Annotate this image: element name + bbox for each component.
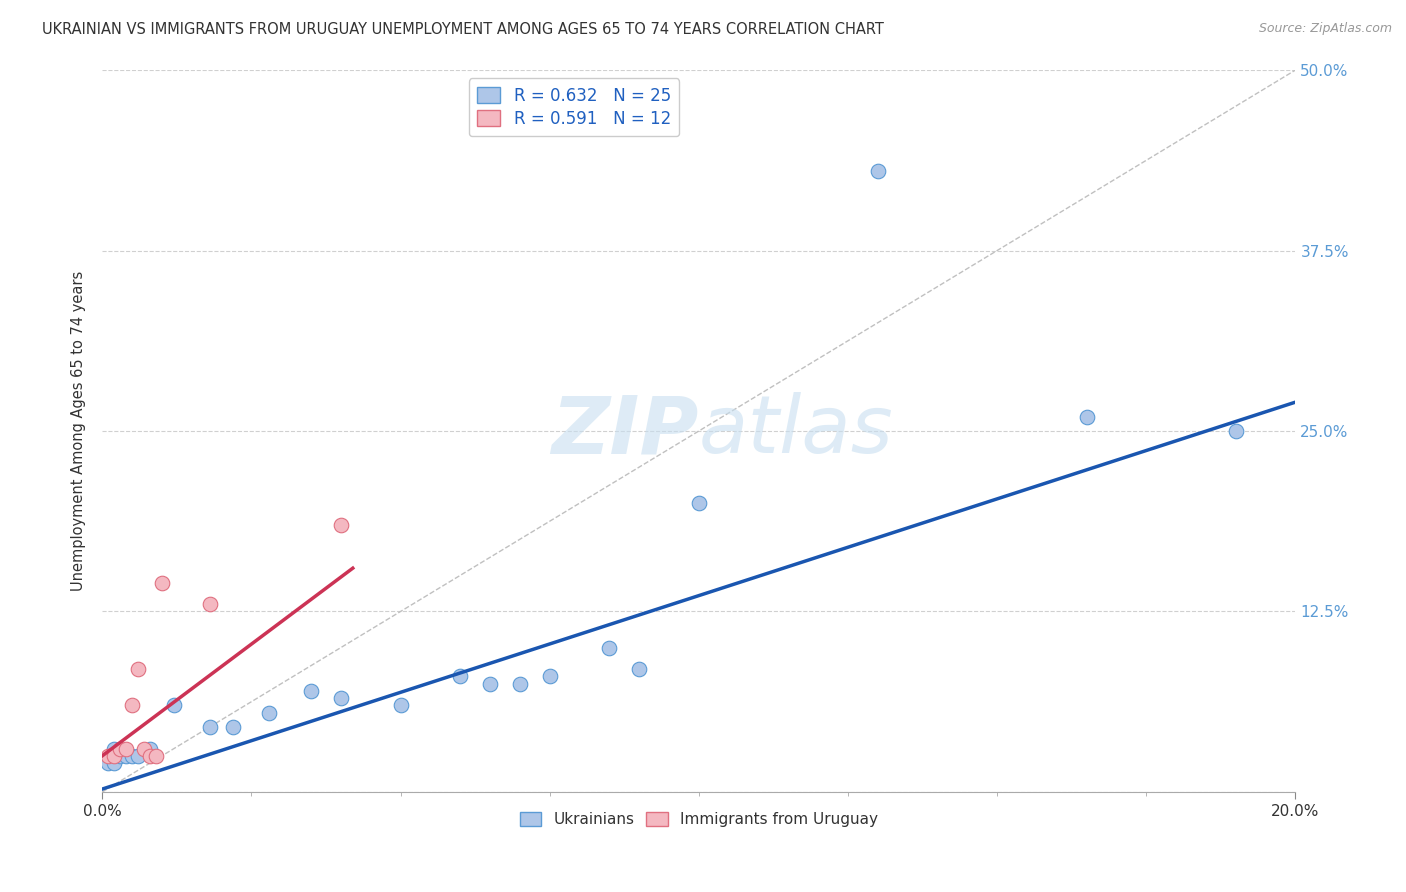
Point [150,575,173,590]
Point [222,720,245,734]
Point [329,691,352,706]
Point [97,756,120,770]
Point [299,684,322,698]
Text: ZIP: ZIP [551,392,699,470]
Point [628,662,651,676]
Point [389,698,412,713]
Point [198,720,221,734]
Point [866,164,889,178]
Point [198,597,221,611]
Point [108,741,131,756]
Legend: Ukrainians, Immigrants from Uruguay: Ukrainians, Immigrants from Uruguay [512,804,886,835]
Text: atlas: atlas [699,392,894,470]
Point [1225,424,1247,438]
Point [259,706,281,720]
Point [509,676,531,690]
Point [139,741,162,756]
Point [479,676,502,690]
Point [163,698,186,713]
Point [538,669,561,683]
Point [103,756,125,770]
Text: UKRAINIAN VS IMMIGRANTS FROM URUGUAY UNEMPLOYMENT AMONG AGES 65 TO 74 YEARS CORR: UKRAINIAN VS IMMIGRANTS FROM URUGUAY UNE… [42,22,884,37]
Text: Source: ZipAtlas.com: Source: ZipAtlas.com [1258,22,1392,36]
Point [132,741,155,756]
Point [121,698,143,713]
Point [449,669,471,683]
Point [103,741,125,756]
Y-axis label: Unemployment Among Ages 65 to 74 years: Unemployment Among Ages 65 to 74 years [72,271,86,591]
Point [688,496,710,510]
Point [115,741,138,756]
Point [97,748,120,763]
Point [103,748,125,763]
Point [121,748,143,763]
Point [115,748,138,763]
Point [329,517,352,532]
Point [108,748,131,763]
Point [127,748,149,763]
Point [139,748,162,763]
Point [1076,409,1098,424]
Point [127,662,149,676]
Point [145,748,167,763]
Point [598,640,620,655]
